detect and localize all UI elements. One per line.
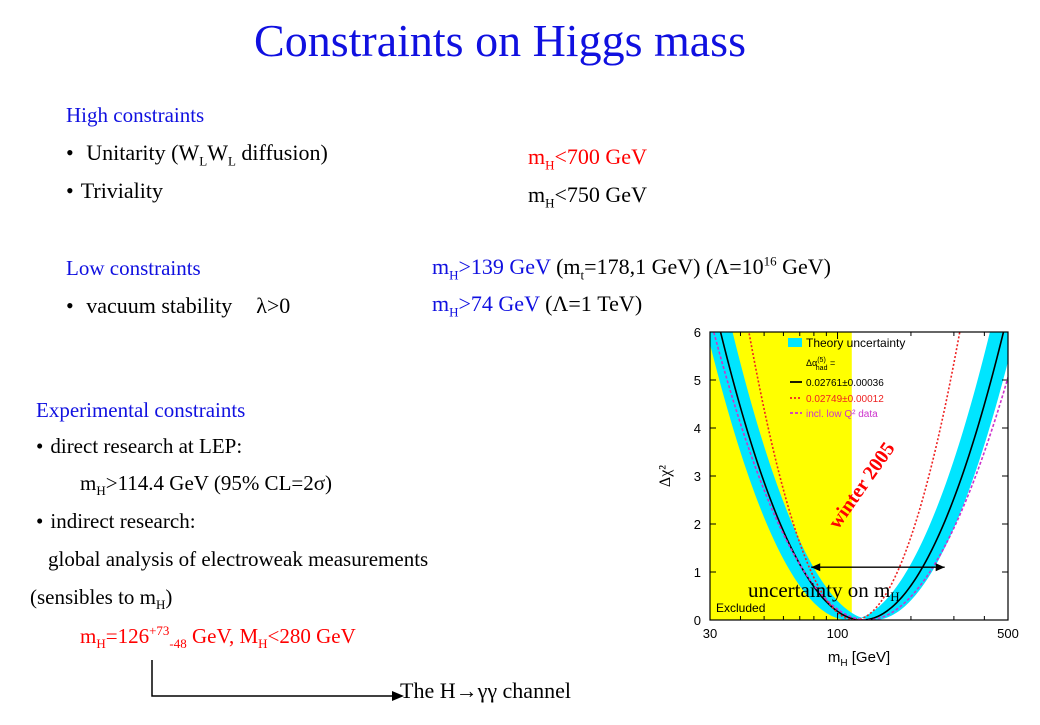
r1-msub: H xyxy=(449,267,459,283)
r1-end: GeV) xyxy=(776,254,831,279)
unitarity-text: Unitarity (W xyxy=(86,140,200,165)
direct-val: >114.4 GeV (95% CL=2σ) xyxy=(105,471,333,495)
direct-item: direct research at LEP: xyxy=(36,434,242,459)
res1-val: <700 GeV xyxy=(554,144,647,169)
y-tick-label: 6 xyxy=(694,325,701,340)
indirect-text: indirect research: xyxy=(50,509,196,533)
ind-sub3: H xyxy=(258,636,268,652)
x-axis-label: mH [GeV] xyxy=(828,649,890,669)
y-tick-label: 3 xyxy=(694,469,701,484)
low-result-2: mH>74 GeV (Λ=1 TeV) xyxy=(432,291,643,320)
experimental-heading: Experimental constraints xyxy=(36,398,246,422)
sensibles-text: (sensibles to mH) xyxy=(30,585,173,613)
legend-entry: 0.02749±0.00012 xyxy=(806,394,884,405)
r2-m: m xyxy=(432,291,450,316)
vacuum-item: vacuum stability λ>0 xyxy=(66,293,290,319)
legend-entry: 0.02761±0.00036 xyxy=(806,378,884,389)
delta-chi2-plot: 0 1 2 3 4 5 6 30 100 500 mH [GeV] Δχ² Excluded Theory… xyxy=(640,320,1040,720)
res1-sub: H xyxy=(545,157,555,173)
ind-eq: =126 xyxy=(105,624,150,648)
x-tick-label: 30 xyxy=(703,626,717,641)
legend-alpha-part: Δα xyxy=(806,358,817,368)
direct-m: m xyxy=(80,471,97,495)
page-title: Constraints on Higgs mass xyxy=(254,15,746,66)
r1-exp: 16 xyxy=(763,253,777,269)
channel-arrow xyxy=(151,660,404,701)
r1-mt: (m xyxy=(550,254,581,279)
ind-sub: H xyxy=(96,636,106,652)
ind-end: <280 GeV xyxy=(267,624,356,648)
x-tick-label: 100 xyxy=(827,626,849,641)
legend-alpha-part: had xyxy=(816,365,828,372)
high-constraints-heading: High constraints xyxy=(66,103,205,127)
global-analysis: global analysis of electroweak measureme… xyxy=(48,547,429,571)
channel-link[interactable]: The H→γγ channel xyxy=(400,678,571,703)
res2-m: m xyxy=(528,182,546,207)
unc-pre: uncertainty on m xyxy=(748,578,890,602)
triviality-result: mH<750 GeV xyxy=(528,182,647,211)
y-tick-label: 1 xyxy=(694,565,701,580)
indirect-item: indirect research: xyxy=(36,509,196,534)
res1-m: m xyxy=(528,144,546,169)
x-tick-label: 500 xyxy=(997,626,1019,641)
ind-m: m xyxy=(80,624,97,648)
r1-m: m xyxy=(432,254,450,279)
legend-alpha-part: = xyxy=(827,358,835,368)
curve-magenta xyxy=(712,332,1008,620)
triviality-item: Triviality xyxy=(66,178,163,204)
y-tick-label: 4 xyxy=(694,421,701,436)
r2-msub: H xyxy=(449,304,459,320)
x-axis-label-sub: H xyxy=(840,658,847,669)
r1-val: >139 GeV xyxy=(458,254,551,279)
ind-sub2: -48 xyxy=(169,636,187,652)
direct-result: mH>114.4 GeV (95% CL=2σ) xyxy=(80,471,333,499)
sens-sub: H xyxy=(156,597,166,613)
unitarity-mid: W xyxy=(207,140,228,165)
res2-sub: H xyxy=(545,195,555,211)
uncertainty-arrow-right xyxy=(935,563,945,572)
uncertainty-annotation: uncertainty on mH xyxy=(748,578,900,604)
legend-entry: incl. low Q² data xyxy=(806,409,878,420)
excluded-label: Excluded xyxy=(716,601,765,615)
vacuum-text: vacuum stability xyxy=(86,293,233,318)
unc-sub: H xyxy=(890,589,899,604)
x-axis-label-unit: [GeV] xyxy=(848,649,891,666)
triviality-text: Triviality xyxy=(80,178,164,203)
y-axis-label: Δχ² xyxy=(657,465,674,487)
legend-band-label: Theory uncertainty xyxy=(806,336,905,350)
unitarity-item: Unitarity (WLWL diffusion) xyxy=(66,140,328,169)
r2-val: >74 GeV xyxy=(458,291,540,316)
direct-text: direct research at LEP: xyxy=(50,434,243,458)
indirect-result: mH=126+73-48 GeV, MH<280 GeV xyxy=(80,623,356,652)
legend-alpha-part: (5) xyxy=(817,357,826,364)
y-tick-label: 0 xyxy=(694,613,701,628)
low-constraints-heading: Low constraints xyxy=(66,256,201,280)
legend-alpha-label: Δα(5) had = xyxy=(806,357,835,372)
unitarity-sub1: L xyxy=(199,153,208,169)
direct-sub: H xyxy=(96,483,106,499)
y-tick-label: 5 xyxy=(694,373,701,388)
uncertainty-arrow-left xyxy=(811,563,821,572)
legend-band-swatch xyxy=(788,338,802,347)
lambda-text: λ>0 xyxy=(256,293,291,318)
y-tick-label: 2 xyxy=(694,517,701,532)
sens-post: ) xyxy=(165,585,173,609)
ind-sup: +73 xyxy=(149,623,170,638)
x-axis-label-m: m xyxy=(828,649,841,666)
r2-end: (Λ=1 TeV) xyxy=(539,291,643,316)
sens-pre: (sensibles to m xyxy=(30,585,156,609)
r1-mt-post: =178,1 GeV) (Λ=10 xyxy=(584,254,764,279)
unitarity-sub2: L xyxy=(227,153,236,169)
res2-val: <750 GeV xyxy=(554,182,647,207)
unitarity-result: mH<700 GeV xyxy=(528,144,647,173)
unitarity-post: diffusion) xyxy=(235,140,328,165)
r1-mt-sub: t xyxy=(580,267,585,283)
ind-mid: GeV, M xyxy=(186,624,259,648)
low-result-1: mH>139 GeV (mt=178,1 GeV) (Λ=1016 GeV) xyxy=(432,253,831,283)
